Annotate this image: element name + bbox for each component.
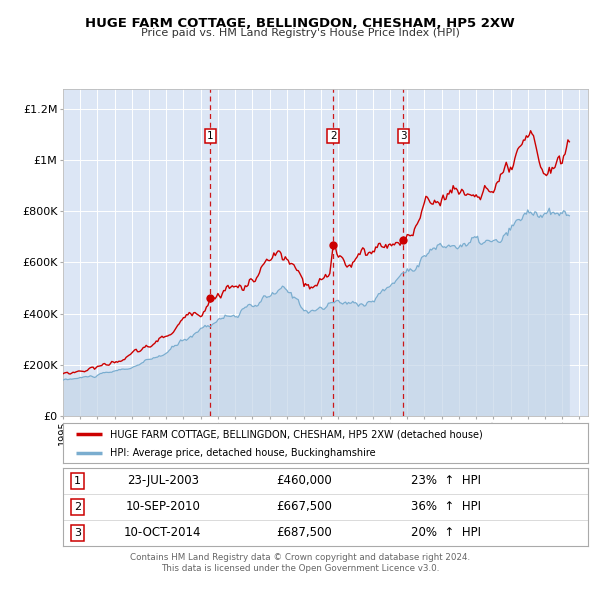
Text: This data is licensed under the Open Government Licence v3.0.: This data is licensed under the Open Gov… <box>161 564 439 573</box>
Text: 2: 2 <box>74 502 81 512</box>
Text: 3: 3 <box>74 528 81 537</box>
Text: £460,000: £460,000 <box>277 474 332 487</box>
Text: 23-JUL-2003: 23-JUL-2003 <box>127 474 199 487</box>
Text: 23%  ↑  HPI: 23% ↑ HPI <box>411 474 481 487</box>
Text: 1: 1 <box>74 476 81 486</box>
Text: £667,500: £667,500 <box>277 500 332 513</box>
Text: 10-OCT-2014: 10-OCT-2014 <box>124 526 202 539</box>
Text: 20%  ↑  HPI: 20% ↑ HPI <box>411 526 481 539</box>
Text: 1: 1 <box>207 131 214 141</box>
Text: 10-SEP-2010: 10-SEP-2010 <box>125 500 200 513</box>
Text: HPI: Average price, detached house, Buckinghamshire: HPI: Average price, detached house, Buck… <box>110 448 376 458</box>
Text: 3: 3 <box>400 131 407 141</box>
Text: £687,500: £687,500 <box>277 526 332 539</box>
Text: Price paid vs. HM Land Registry's House Price Index (HPI): Price paid vs. HM Land Registry's House … <box>140 28 460 38</box>
Text: HUGE FARM COTTAGE, BELLINGDON, CHESHAM, HP5 2XW: HUGE FARM COTTAGE, BELLINGDON, CHESHAM, … <box>85 17 515 30</box>
Text: HUGE FARM COTTAGE, BELLINGDON, CHESHAM, HP5 2XW (detached house): HUGE FARM COTTAGE, BELLINGDON, CHESHAM, … <box>110 430 483 440</box>
Text: 2: 2 <box>330 131 337 141</box>
Text: Contains HM Land Registry data © Crown copyright and database right 2024.: Contains HM Land Registry data © Crown c… <box>130 553 470 562</box>
Text: 36%  ↑  HPI: 36% ↑ HPI <box>411 500 481 513</box>
